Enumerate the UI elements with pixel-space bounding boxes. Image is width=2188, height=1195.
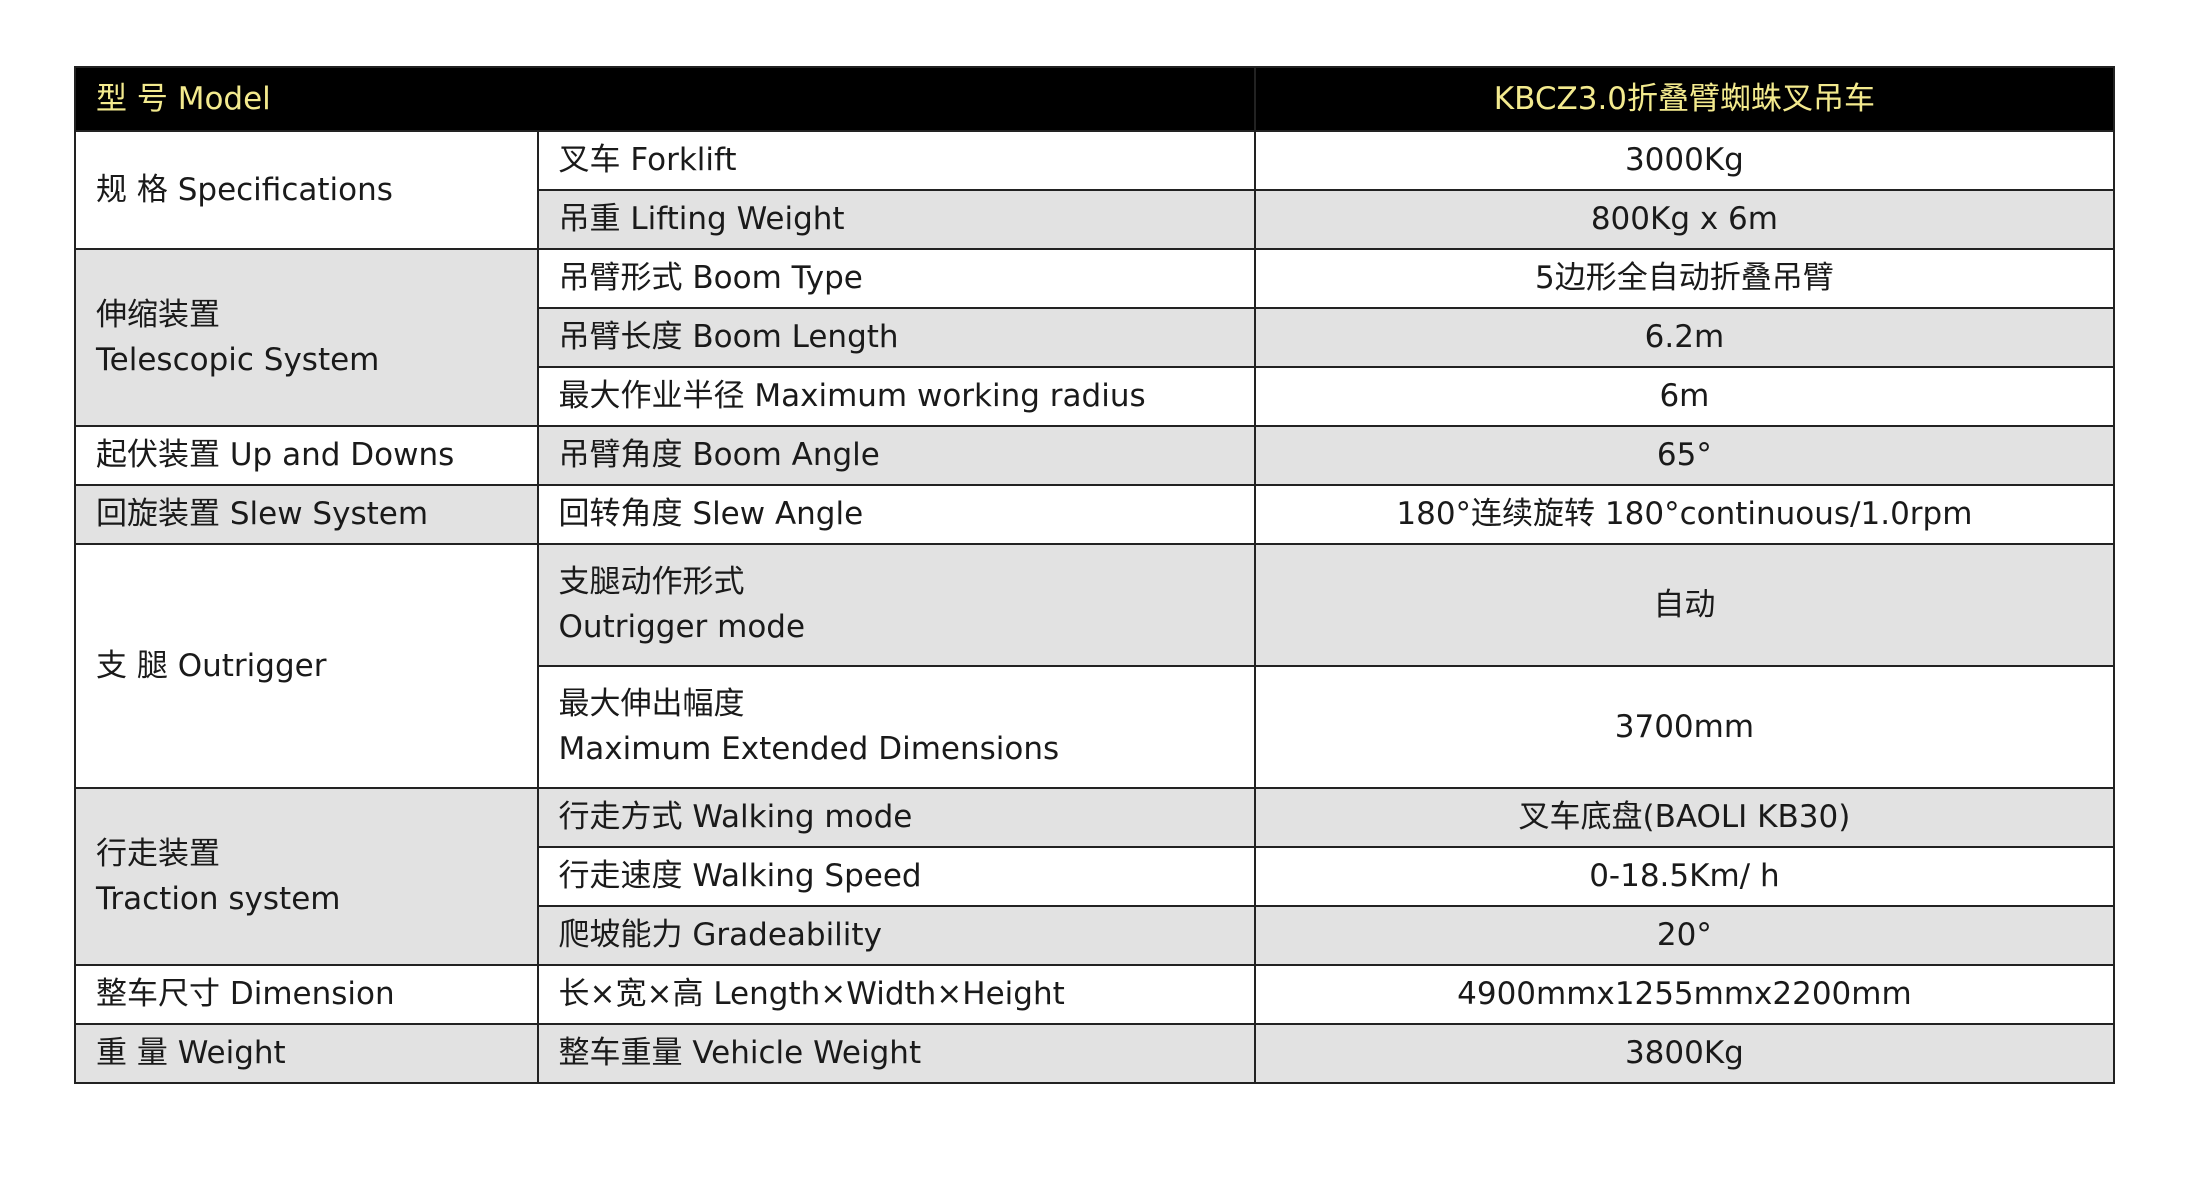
item-label: 叉车 Forklift — [536, 130, 1256, 191]
group-telescopic: 伸缩装置 Telescopic System — [74, 248, 539, 427]
model-value: KBCZ3.0折叠臂蜘蛛叉吊车 — [1253, 66, 2116, 132]
group-weight: 重 量 Weight — [74, 1023, 539, 1084]
item-label: 爬坡能力 Gradeability — [536, 905, 1256, 966]
table-row: 行走装置 Traction system 行走方式 Walking mode 叉车… — [74, 787, 2116, 966]
group-label-cn: 伸缩装置 — [96, 296, 220, 333]
item-label: 吊重 Lifting Weight — [536, 189, 1256, 250]
group-dimension: 整车尺寸 Dimension — [74, 964, 539, 1025]
model-label: 型 号 Model — [74, 66, 1256, 132]
item-value: 5边形全自动折叠吊臂 — [1253, 248, 2116, 309]
item-label-cn: 支腿动作形式 — [558, 564, 745, 601]
group-specifications: 规 格 Specifications — [74, 130, 539, 250]
group-label-en: Traction system — [96, 880, 341, 917]
item-value: 0-18.5Km/ h — [1253, 846, 2116, 907]
item-value: 6m — [1253, 366, 2116, 427]
item-value: 65° — [1253, 425, 2116, 486]
table-row: 最大作业半径 Maximum working radius 6m — [75, 366, 2116, 427]
group-label-en: Telescopic System — [96, 341, 380, 378]
table-row: 爬坡能力 Gradeability 20° — [75, 905, 2116, 966]
table-row: 回旋装置 Slew System 回转角度 Slew Angle 180°连续旋… — [74, 484, 2116, 545]
table-row: 伸缩装置 Telescopic System 吊臂形式 Boom Type 5边形… — [74, 248, 2116, 427]
item-label-cn: 最大伸出幅度 — [558, 686, 745, 723]
group-up-and-downs: 起伏装置 Up and Downs — [74, 425, 539, 486]
table-row: 行走速度 Walking Speed 0-18.5Km/ h — [75, 846, 2116, 907]
table-row: 起伏装置 Up and Downs 吊臂角度 Boom Angle 65° — [74, 425, 2116, 486]
spec-table: 型 号 Model KBCZ3.0折叠臂蜘蛛叉吊车 规 格 Specificat… — [74, 66, 2116, 1084]
group-label-cn: 行走装置 — [96, 835, 220, 872]
item-value: 6.2m — [1253, 307, 2116, 368]
item-label: 吊臂角度 Boom Angle — [536, 425, 1256, 486]
item-label: 回转角度 Slew Angle — [536, 484, 1256, 545]
table-row: 重 量 Weight 整车重量 Vehicle Weight 3800Kg — [74, 1023, 2116, 1084]
table-row: 吊臂长度 Boom Length 6.2m — [75, 307, 2116, 368]
item-label: 行走方式 Walking mode — [536, 787, 1256, 848]
header-row: 型 号 Model KBCZ3.0折叠臂蜘蛛叉吊车 — [74, 66, 2116, 132]
item-label: 长×宽×高 Length×Width×Height — [536, 964, 1256, 1025]
item-label: 最大作业半径 Maximum working radius — [536, 366, 1256, 427]
item-value: 3800Kg — [1253, 1023, 2116, 1084]
table-row: 最大伸出幅度 Maximum Extended Dimensions 3700mm — [75, 665, 2116, 789]
table-row: 规 格 Specifications 叉车 Forklift 3000Kg — [74, 130, 2116, 250]
item-label: 吊臂长度 Boom Length — [536, 307, 1256, 368]
item-value: 3700mm — [1253, 665, 2116, 789]
item-label-en: Outrigger mode — [558, 609, 806, 645]
item-value: 叉车底盘(BAOLI KB30) — [1253, 787, 2116, 848]
item-value: 20° — [1253, 905, 2116, 966]
table-row: 整车尺寸 Dimension 长×宽×高 Length×Width×Height… — [74, 964, 2116, 1025]
group-slew-system: 回旋装置 Slew System — [74, 484, 539, 545]
item-label: 最大伸出幅度 Maximum Extended Dimensions — [536, 665, 1256, 789]
item-label: 吊臂形式 Boom Type — [536, 248, 1256, 309]
group-traction: 行走装置 Traction system — [74, 787, 539, 966]
item-value: 3000Kg — [1253, 130, 2116, 191]
item-label-en: Maximum Extended Dimensions — [558, 731, 1060, 767]
group-outrigger: 支 腿 Outrigger — [74, 543, 539, 789]
item-label: 整车重量 Vehicle Weight — [536, 1023, 1256, 1084]
table-row: 吊重 Lifting Weight 800Kg x 6m — [75, 189, 2116, 250]
item-value: 180°连续旋转 180°continuous/1.0rpm — [1253, 484, 2116, 545]
item-value: 4900mmx1255mmx2200mm — [1253, 964, 2116, 1025]
table-row: 支 腿 Outrigger 支腿动作形式 Outrigger mode 自动 — [74, 543, 2116, 789]
item-label: 支腿动作形式 Outrigger mode — [536, 543, 1256, 667]
item-value: 自动 — [1253, 543, 2116, 667]
item-value: 800Kg x 6m — [1253, 189, 2116, 250]
item-label: 行走速度 Walking Speed — [536, 846, 1256, 907]
